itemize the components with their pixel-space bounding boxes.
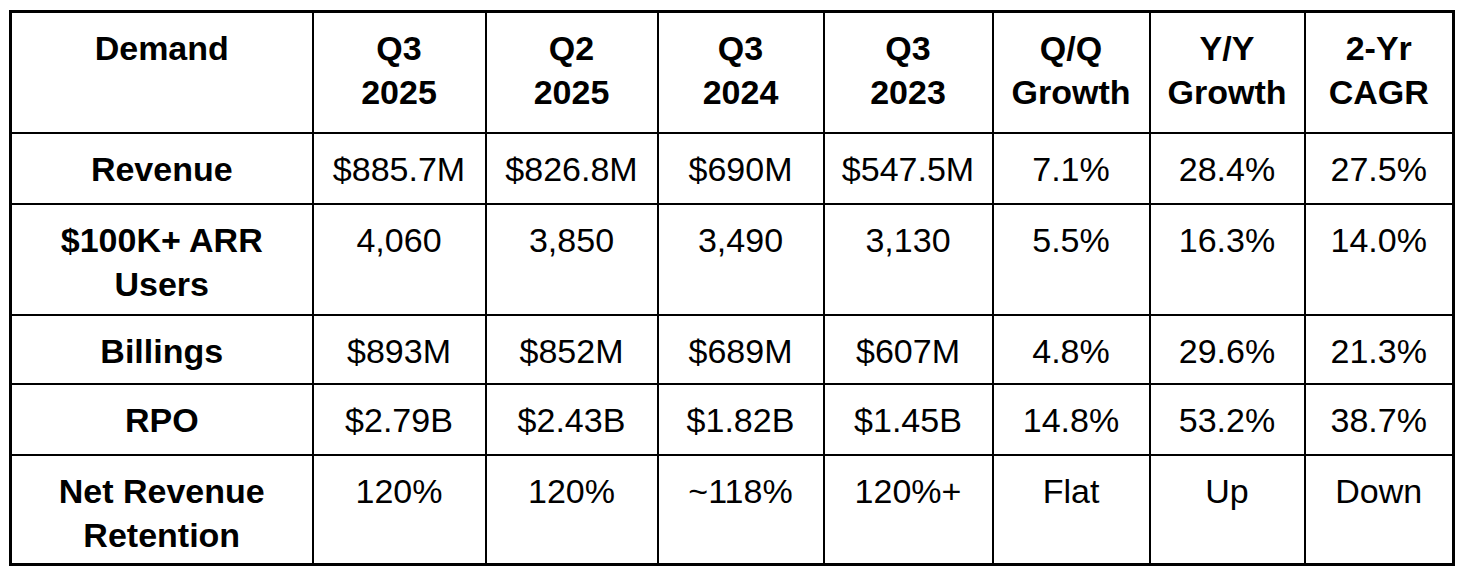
table-cell: $547.5M [824, 133, 993, 204]
table-cell: $2.79B [313, 384, 486, 455]
row-label-rpo: RPO [11, 384, 313, 455]
table-cell: 120% [313, 455, 486, 565]
table-cell: 29.6% [1150, 315, 1305, 384]
column-header-q3-2023: Q3 2023 [824, 12, 993, 133]
table-cell: 38.7% [1305, 384, 1454, 455]
table-cell: $607M [824, 315, 993, 384]
table-cell: 21.3% [1305, 315, 1454, 384]
table-cell: $690M [658, 133, 824, 204]
row-label-revenue: Revenue [11, 133, 313, 204]
header-row: Demand Q3 2025 Q2 2025 Q3 2024 Q3 2023 Q… [11, 12, 1454, 133]
table-cell: $1.45B [824, 384, 993, 455]
column-header-q3-2024: Q3 2024 [658, 12, 824, 133]
table-cell: $893M [313, 315, 486, 384]
table-cell: 5.5% [993, 204, 1150, 315]
table-cell: $826.8M [486, 133, 658, 204]
table-cell: 14.0% [1305, 204, 1454, 315]
column-header-q2-2025: Q2 2025 [486, 12, 658, 133]
table-cell: ~118% [658, 455, 824, 565]
table-cell: 16.3% [1150, 204, 1305, 315]
row-label-arr-users: $100K+ ARR Users [11, 204, 313, 315]
table-row-net-revenue-retention: Net Revenue Retention 120% 120% ~118% 12… [11, 455, 1454, 565]
table-cell: 28.4% [1150, 133, 1305, 204]
row-label-net-revenue-retention: Net Revenue Retention [11, 455, 313, 565]
table-cell: Up [1150, 455, 1305, 565]
table-cell: 3,850 [486, 204, 658, 315]
column-header-qq-growth: Q/Q Growth [993, 12, 1150, 133]
row-label-billings: Billings [11, 315, 313, 384]
table-cell: Flat [993, 455, 1150, 565]
demand-metrics-table: Demand Q3 2025 Q2 2025 Q3 2024 Q3 2023 Q… [9, 10, 1455, 566]
table-cell: 14.8% [993, 384, 1150, 455]
table-row-billings: Billings $893M $852M $689M $607M 4.8% 29… [11, 315, 1454, 384]
table-cell: 4.8% [993, 315, 1150, 384]
table-row-revenue: Revenue $885.7M $826.8M $690M $547.5M 7.… [11, 133, 1454, 204]
table-cell: $2.43B [486, 384, 658, 455]
table-cell: 4,060 [313, 204, 486, 315]
table-cell: 27.5% [1305, 133, 1454, 204]
table-cell: 3,490 [658, 204, 824, 315]
table-cell: 120%+ [824, 455, 993, 565]
table-row-rpo: RPO $2.79B $2.43B $1.82B $1.45B 14.8% 53… [11, 384, 1454, 455]
table-cell: $852M [486, 315, 658, 384]
table-cell: Down [1305, 455, 1454, 565]
table-cell: $1.82B [658, 384, 824, 455]
column-header-demand: Demand [11, 12, 313, 133]
table-cell: 53.2% [1150, 384, 1305, 455]
column-header-q3-2025: Q3 2025 [313, 12, 486, 133]
table-cell: 7.1% [993, 133, 1150, 204]
table-cell: 3,130 [824, 204, 993, 315]
table-cell: $885.7M [313, 133, 486, 204]
table-row-arr-users: $100K+ ARR Users 4,060 3,850 3,490 3,130… [11, 204, 1454, 315]
column-header-2yr-cagr: 2-Yr CAGR [1305, 12, 1454, 133]
table-cell: $689M [658, 315, 824, 384]
column-header-yy-growth: Y/Y Growth [1150, 12, 1305, 133]
table-cell: 120% [486, 455, 658, 565]
